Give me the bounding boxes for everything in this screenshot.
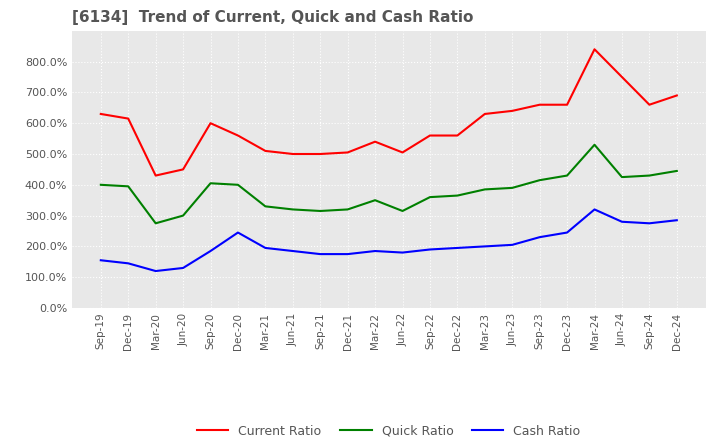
Quick Ratio (179, 213, 187, 218)
Cash Ratio (261, 245, 270, 250)
Line: Quick Ratio: Quick Ratio (101, 145, 677, 223)
Cash Ratio (233, 230, 242, 235)
Quick Ratio (343, 207, 352, 212)
Current Ratio (645, 102, 654, 107)
Current Ratio (426, 133, 434, 138)
Quick Ratio (618, 174, 626, 180)
Current Ratio (536, 102, 544, 107)
Quick Ratio (151, 220, 160, 226)
Cash Ratio (371, 248, 379, 253)
Current Ratio (508, 108, 516, 114)
Current Ratio (398, 150, 407, 155)
Legend: Current Ratio, Quick Ratio, Cash Ratio: Current Ratio, Quick Ratio, Cash Ratio (192, 420, 585, 440)
Quick Ratio (590, 142, 599, 147)
Cash Ratio (480, 244, 489, 249)
Current Ratio (151, 173, 160, 178)
Line: Cash Ratio: Cash Ratio (101, 209, 677, 271)
Cash Ratio (289, 248, 297, 253)
Current Ratio (233, 133, 242, 138)
Current Ratio (179, 167, 187, 172)
Cash Ratio (398, 250, 407, 255)
Current Ratio (672, 93, 681, 98)
Cash Ratio (590, 207, 599, 212)
Quick Ratio (261, 204, 270, 209)
Current Ratio (371, 139, 379, 144)
Quick Ratio (453, 193, 462, 198)
Cash Ratio (96, 258, 105, 263)
Quick Ratio (426, 194, 434, 200)
Quick Ratio (645, 173, 654, 178)
Cash Ratio (563, 230, 572, 235)
Cash Ratio (672, 217, 681, 223)
Quick Ratio (124, 184, 132, 189)
Current Ratio (289, 151, 297, 157)
Quick Ratio (289, 207, 297, 212)
Current Ratio (343, 150, 352, 155)
Quick Ratio (536, 177, 544, 183)
Quick Ratio (206, 180, 215, 186)
Cash Ratio (618, 219, 626, 224)
Current Ratio (618, 74, 626, 80)
Quick Ratio (371, 198, 379, 203)
Current Ratio (124, 116, 132, 121)
Quick Ratio (508, 185, 516, 191)
Cash Ratio (453, 245, 462, 250)
Quick Ratio (672, 168, 681, 173)
Cash Ratio (316, 251, 325, 257)
Cash Ratio (206, 248, 215, 253)
Cash Ratio (536, 235, 544, 240)
Quick Ratio (563, 173, 572, 178)
Cash Ratio (645, 220, 654, 226)
Current Ratio (453, 133, 462, 138)
Quick Ratio (316, 208, 325, 213)
Quick Ratio (398, 208, 407, 213)
Cash Ratio (151, 268, 160, 274)
Current Ratio (563, 102, 572, 107)
Current Ratio (96, 111, 105, 117)
Quick Ratio (96, 182, 105, 187)
Current Ratio (316, 151, 325, 157)
Line: Current Ratio: Current Ratio (101, 49, 677, 176)
Current Ratio (261, 148, 270, 154)
Cash Ratio (508, 242, 516, 247)
Quick Ratio (480, 187, 489, 192)
Current Ratio (480, 111, 489, 117)
Cash Ratio (179, 265, 187, 271)
Current Ratio (206, 121, 215, 126)
Cash Ratio (124, 260, 132, 266)
Current Ratio (590, 47, 599, 52)
Quick Ratio (233, 182, 242, 187)
Cash Ratio (343, 251, 352, 257)
Cash Ratio (426, 247, 434, 252)
Text: [6134]  Trend of Current, Quick and Cash Ratio: [6134] Trend of Current, Quick and Cash … (72, 11, 473, 26)
